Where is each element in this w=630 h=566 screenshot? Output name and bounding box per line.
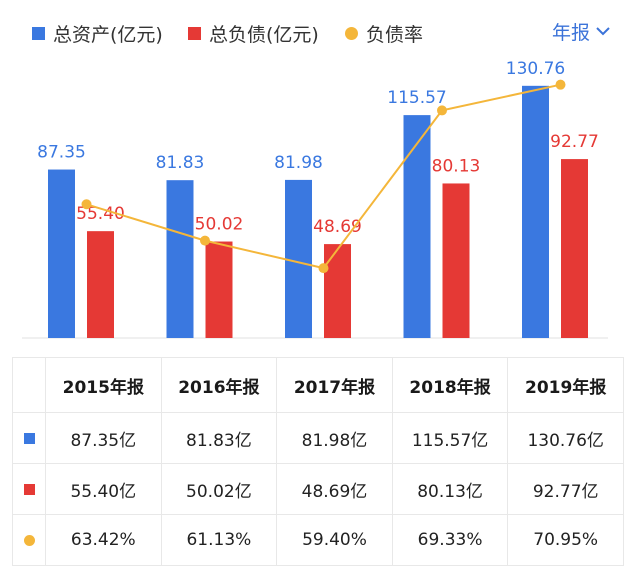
table-header-cell: 2018年报 [391, 357, 509, 413]
row-key-liabilities [12, 463, 46, 515]
data-label-liabilities: 92.77 [550, 132, 599, 152]
row-key-ratio [12, 514, 46, 566]
chevron-down-icon [596, 27, 610, 36]
data-table: 2015年报 2016年报 2017年报 2018年报 2019年报 87.35… [12, 357, 624, 566]
assets-marker-icon [23, 432, 35, 444]
bar-assets [166, 180, 194, 338]
table-row-ratio: 63.42% 61.13% 59.40% 69.33% 70.95% [12, 514, 624, 566]
liabilities-marker-icon [23, 483, 35, 495]
data-label-liabilities: 50.02 [195, 215, 244, 235]
bar-liabilities [442, 183, 470, 338]
data-label-assets: 81.98 [274, 153, 323, 173]
bar-liabilities [87, 231, 114, 338]
table-cell: 59.40% [276, 514, 393, 566]
data-label-assets: 87.35 [37, 143, 86, 163]
legend-item-assets[interactable]: 总资产(亿元) [32, 20, 163, 47]
table-cell: 55.40亿 [45, 463, 162, 515]
table-header-cell: 2019年报 [507, 357, 624, 413]
legend-label-ratio: 负债率 [366, 24, 424, 46]
table-cell: 87.35亿 [45, 412, 162, 464]
table-header-row: 2015年报 2016年报 2017年报 2018年报 2019年报 [12, 357, 624, 413]
table-row-assets: 87.35亿 81.83亿 81.98亿 115.57亿 130.76亿 [12, 412, 624, 464]
legend-swatch-liabilities [188, 27, 201, 40]
table-header-cell: 2016年报 [160, 357, 278, 413]
bar-liabilities [561, 159, 588, 338]
bar-assets [522, 85, 549, 338]
table-cell: 81.98亿 [276, 412, 393, 464]
legend-item-liabilities[interactable]: 总负债(亿元) [188, 20, 319, 47]
legend-item-ratio[interactable]: 负债率 [345, 20, 423, 47]
period-dropdown-label: 年报 [551, 22, 590, 44]
table-cell: 80.13亿 [391, 463, 509, 515]
ratio-point [318, 263, 329, 274]
table-header-cell: 2017年报 [276, 357, 393, 413]
chart-legend: 总资产(亿元) 总负债(亿元) 负债率 [0, 14, 630, 48]
bar-assets [285, 179, 312, 338]
legend-swatch-assets [32, 27, 45, 40]
data-label-assets: 81.83 [156, 153, 205, 173]
ratio-marker-icon [23, 534, 35, 546]
table-cell: 61.13% [160, 514, 278, 566]
table-cell: 69.33% [391, 514, 509, 566]
table-header-cell: 2015年报 [45, 357, 162, 413]
table-row-liabilities: 55.40亿 50.02亿 48.69亿 80.13亿 92.77亿 [12, 463, 624, 515]
data-label-liabilities: 55.40 [76, 204, 125, 224]
ratio-line [86, 83, 561, 270]
table-cell: 92.77亿 [507, 463, 624, 515]
table-cell: 50.02亿 [160, 463, 278, 515]
bar-liabilities [205, 241, 233, 338]
row-key-assets [12, 412, 46, 464]
ratio-point [555, 79, 566, 90]
bar-liabilities [324, 244, 351, 338]
data-label-assets: 115.57 [387, 88, 446, 108]
balance-chart: 87.3555.4081.8350.0281.9848.69115.5780.1… [22, 59, 608, 339]
ratio-point [437, 105, 447, 116]
data-label-assets: 130.76 [506, 59, 565, 79]
table-cell: 115.57亿 [391, 412, 509, 464]
ratio-point [200, 235, 210, 246]
bar-assets [403, 115, 431, 339]
ratio-point [81, 199, 92, 210]
table-cell: 70.95% [507, 514, 624, 566]
legend-label-assets: 总资产(亿元) [53, 24, 163, 46]
legend-label-liabilities: 总负债(亿元) [209, 24, 319, 46]
legend-swatch-ratio [345, 27, 358, 40]
table-corner [12, 357, 46, 413]
table-cell: 63.42% [45, 514, 162, 566]
bar-assets [48, 169, 75, 338]
table-cell: 81.83亿 [160, 412, 278, 464]
data-label-liabilities: 80.13 [432, 156, 481, 176]
period-dropdown[interactable]: 年报 [552, 18, 610, 45]
table-cell: 130.76亿 [507, 412, 624, 464]
table-cell: 48.69亿 [276, 463, 393, 515]
